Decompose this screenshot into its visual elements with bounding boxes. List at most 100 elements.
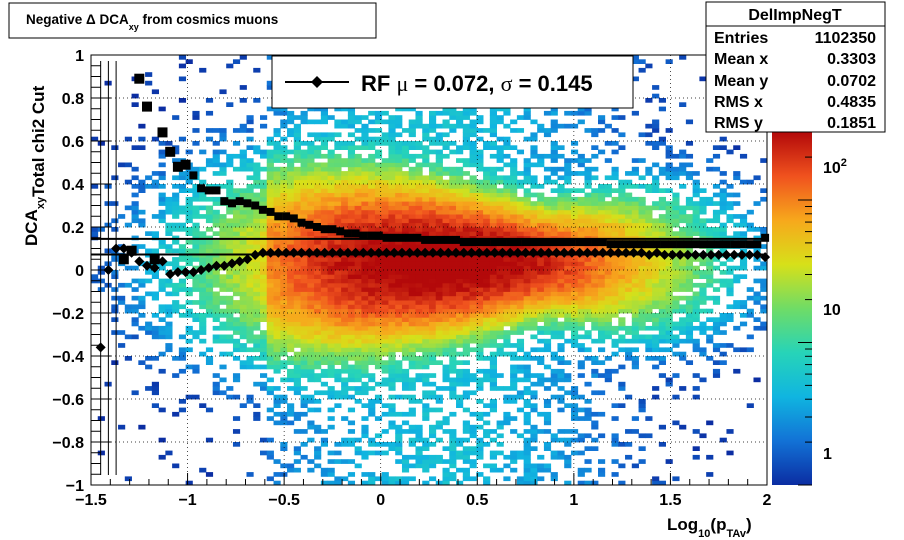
heatmap-cell — [537, 300, 545, 305]
heatmap-cell — [334, 179, 342, 185]
heatmap-cell — [422, 442, 430, 447]
heatmap-cell — [91, 274, 99, 279]
heatmap-cell — [638, 403, 646, 408]
heatmap-cell — [266, 321, 274, 327]
heatmap-cell — [239, 308, 247, 314]
heatmap-cell — [652, 205, 660, 211]
heatmap-cell — [388, 261, 396, 267]
heatmap-cell — [320, 188, 328, 193]
heatmap-cell — [611, 257, 619, 262]
heatmap-cell — [510, 321, 518, 327]
heatmap-cell — [314, 364, 322, 370]
heatmap-cell — [388, 171, 396, 176]
heatmap-cell — [293, 209, 301, 215]
heatmap-cell — [577, 209, 585, 215]
heatmap-cell — [307, 459, 315, 464]
heatmap-cell — [199, 291, 207, 297]
heatmap-cell — [293, 373, 301, 378]
heatmap-cell — [273, 347, 281, 353]
heatmap-cell — [442, 192, 450, 198]
heatmap-cell — [287, 115, 295, 120]
heatmap-cell — [280, 106, 288, 112]
heatmap-cell — [503, 411, 511, 417]
heatmap-cell — [489, 291, 497, 297]
heatmap-cell — [577, 295, 585, 301]
heatmap-cell — [435, 227, 443, 232]
heatmap-cell — [239, 55, 247, 60]
heatmap-cell — [469, 196, 477, 202]
heatmap-cell — [192, 282, 200, 288]
heatmap-cell — [300, 291, 308, 297]
heatmap-cell — [158, 201, 166, 206]
heatmap-cell — [327, 184, 335, 189]
heatmap-cell — [374, 257, 383, 262]
heatmap-cell — [510, 399, 518, 404]
heatmap-cell — [354, 270, 362, 275]
heatmap-cell — [320, 356, 328, 361]
heatmap-cell — [483, 313, 491, 318]
heatmap-cell — [287, 420, 295, 426]
heatmap-cell — [368, 192, 376, 198]
heatmap-cell — [266, 261, 274, 267]
heatmap-cell — [699, 274, 707, 279]
heatmap-cell — [347, 162, 356, 168]
heatmap-cell — [516, 278, 525, 284]
heatmap-cell — [138, 295, 146, 301]
heatmap-cell — [131, 317, 139, 322]
heatmap-cell — [665, 145, 673, 150]
heatmap-cell — [415, 192, 423, 198]
heatmap-cell — [564, 214, 572, 219]
heatmap-cell — [442, 420, 450, 426]
heatmap-cell — [483, 179, 491, 185]
heatmap-cell — [489, 106, 497, 112]
heatmap-cell — [679, 338, 687, 344]
heatmap-cell — [658, 171, 666, 176]
heatmap-cell — [408, 261, 416, 267]
heatmap-cell — [469, 330, 477, 335]
heatmap-cell — [537, 205, 545, 211]
heatmap-cell — [307, 145, 315, 150]
heatmap-cell — [510, 300, 518, 305]
heatmap-cell — [307, 158, 315, 163]
heatmap-cell — [178, 205, 187, 211]
heatmap-cell — [611, 351, 619, 357]
heatmap-cell — [483, 222, 491, 228]
heatmap-cell — [429, 123, 437, 129]
heatmap-cell — [395, 433, 403, 439]
heatmap-cell — [570, 429, 579, 434]
heatmap-cell — [320, 347, 328, 353]
heatmap-cell — [712, 321, 721, 327]
heatmap-cell — [368, 184, 376, 189]
heatmap-cell — [631, 227, 639, 232]
heatmap-cell — [429, 166, 437, 172]
heatmap-cell — [631, 231, 639, 236]
heatmap-cell — [300, 244, 308, 249]
heatmap-cell — [145, 364, 153, 370]
heatmap-cell — [442, 287, 450, 292]
heatmap-cell — [381, 480, 389, 485]
heatmap-cell — [442, 300, 450, 305]
heatmap-cell — [476, 257, 484, 262]
heatmap-cell — [456, 368, 464, 374]
heatmap-cell — [429, 304, 437, 310]
heatmap-cell — [483, 429, 491, 434]
heatmap-cell — [462, 282, 470, 288]
heatmap-cell — [422, 300, 430, 305]
heatmap-cell — [476, 454, 484, 460]
heatmap-cell — [185, 214, 193, 219]
heatmap-cell — [543, 265, 552, 271]
heatmap-cell — [334, 222, 342, 228]
heatmap-cell — [300, 115, 308, 120]
heatmap-cell — [287, 338, 295, 344]
heatmap-cell — [692, 192, 700, 198]
heatmap-cell — [320, 136, 328, 142]
heatmap-cell — [429, 179, 437, 185]
heatmap-cell — [692, 373, 700, 378]
heatmap-cell — [699, 287, 707, 292]
heatmap-cell — [408, 411, 416, 417]
heatmap-cell — [510, 364, 518, 370]
heatmap-cell — [476, 442, 484, 447]
heatmap-cell — [388, 166, 396, 172]
heatmap-cell — [570, 304, 579, 310]
heatmap-cell — [219, 338, 227, 344]
